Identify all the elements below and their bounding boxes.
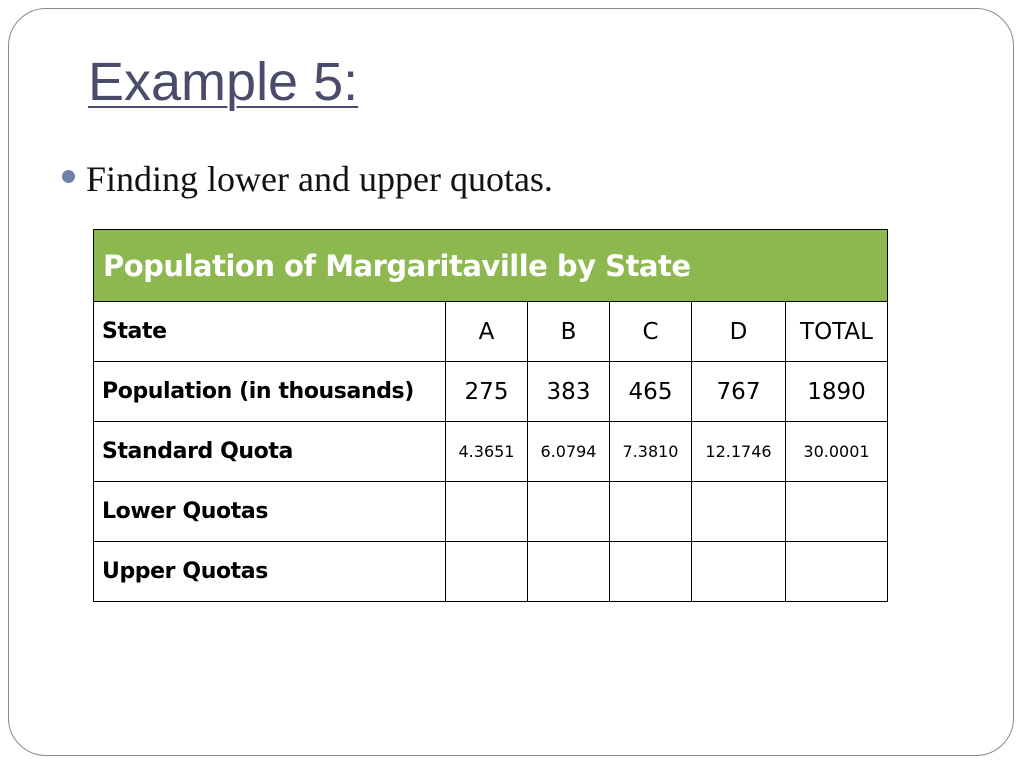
table-cell: 1890 <box>785 361 888 422</box>
table-cell: B <box>527 301 610 362</box>
table-cell: 30.0001 <box>785 421 888 482</box>
table-row-standard-quota: Standard Quota 4.3651 6.0794 7.3810 12.1… <box>93 421 888 482</box>
table-cell <box>609 541 692 602</box>
table-cell: 275 <box>445 361 528 422</box>
table-header-row: Population of Margaritaville by State <box>93 229 888 302</box>
table-cell: 12.1746 <box>691 421 786 482</box>
population-table: Population of Margaritaville by State St… <box>93 229 888 602</box>
table-cell: C <box>609 301 692 362</box>
slide-title: Example 5: <box>88 52 359 112</box>
table-row-lower-quotas: Lower Quotas <box>93 481 888 542</box>
table-row-state: State A B C D TOTAL <box>93 301 888 362</box>
table-cell <box>527 541 610 602</box>
table-row-population: Population (in thousands) 275 383 465 76… <box>93 361 888 422</box>
table-row-upper-quotas: Upper Quotas <box>93 541 888 602</box>
bullet-dot-icon <box>62 169 75 183</box>
table-cell <box>691 541 786 602</box>
row-label-lower-quotas: Lower Quotas <box>93 481 446 542</box>
table-cell: 383 <box>527 361 610 422</box>
table-cell <box>445 481 528 542</box>
table-cell <box>609 481 692 542</box>
bullet-item: Finding lower and upper quotas. <box>62 154 553 204</box>
row-label-state: State <box>93 301 446 362</box>
table-cell <box>527 481 610 542</box>
table-cell <box>691 481 786 542</box>
table-cell <box>445 541 528 602</box>
table-cell: 465 <box>609 361 692 422</box>
row-label-population: Population (in thousands) <box>93 361 446 422</box>
row-label-upper-quotas: Upper Quotas <box>93 541 446 602</box>
table-cell: TOTAL <box>785 301 888 362</box>
table-cell: 767 <box>691 361 786 422</box>
table-caption: Population of Margaritaville by State <box>93 229 888 302</box>
table-cell <box>785 481 888 542</box>
table-cell: A <box>445 301 528 362</box>
table-cell: 6.0794 <box>527 421 610 482</box>
table-cell: 4.3651 <box>445 421 528 482</box>
table-cell: 7.3810 <box>609 421 692 482</box>
table-cell: D <box>691 301 786 362</box>
row-label-standard-quota: Standard Quota <box>93 421 446 482</box>
table-cell <box>785 541 888 602</box>
bullet-text: Finding lower and upper quotas. <box>86 159 553 199</box>
